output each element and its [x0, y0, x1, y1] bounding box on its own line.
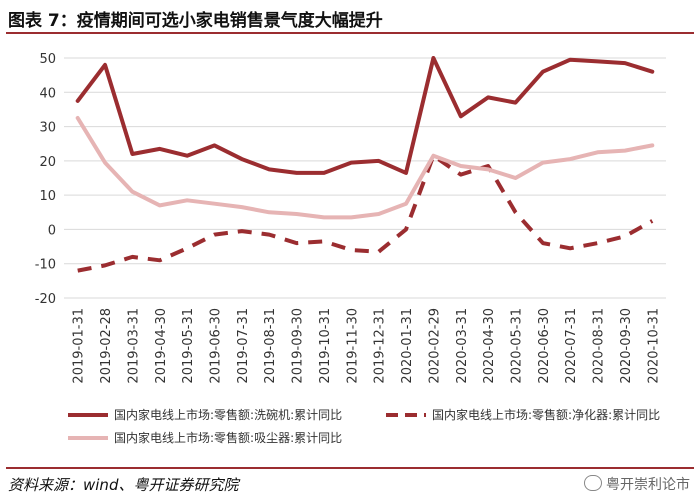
- y-tick-label: -10: [35, 258, 56, 273]
- x-tick-label: 2020-03-31: [455, 308, 470, 384]
- legend-label: 国内家电线上市场:零售额:洗碗机:累计同比: [114, 407, 342, 422]
- watermark-text: 粤开崇利论市: [606, 477, 690, 493]
- x-tick-label: 2020-08-31: [592, 308, 607, 384]
- series-lines: [75, 56, 655, 273]
- watermark: 粤开崇利论市: [584, 474, 690, 494]
- x-tick-label: 2020-04-30: [482, 308, 497, 384]
- x-tick-label: 2020-06-30: [537, 308, 552, 384]
- figure-title: 图表 7：疫情期间可选小家电销售景气度大幅提升: [8, 11, 383, 31]
- y-tick-label: -20: [35, 292, 56, 307]
- x-axis: 2019-01-31 2019-02-28 2019-03-31 2019-04-30…: [72, 308, 662, 384]
- grid-lines: [64, 57, 666, 299]
- top-rule: [6, 32, 694, 34]
- x-tick-label: 2019-03-31: [126, 308, 141, 384]
- x-tick-label: 2020-07-31: [564, 308, 579, 384]
- x-tick-label: 2019-02-28: [99, 308, 114, 384]
- legend-label: 国内家电线上市场:零售额:净化器:累计同比: [432, 407, 660, 422]
- series-line-1: [75, 56, 655, 175]
- x-tick-label: 2019-06-30: [209, 308, 224, 384]
- y-axis: -20 -10 0 10 20 30 40 50: [35, 52, 56, 307]
- y-tick-label: 30: [39, 121, 56, 136]
- x-tick-label: 2019-11-30: [345, 308, 360, 384]
- x-tick-label: 2019-12-31: [373, 308, 388, 384]
- x-tick-label: 2020-10-31: [646, 308, 661, 384]
- x-tick-label: 2020-05-31: [510, 308, 525, 384]
- x-tick-label: 2019-09-30: [291, 308, 306, 384]
- x-tick-label: 2020-09-30: [619, 308, 634, 384]
- x-tick-label: 2020-01-31: [400, 308, 415, 384]
- x-tick-label: 2020-02-29: [427, 308, 442, 384]
- x-tick-label: 2019-05-31: [181, 308, 196, 384]
- y-tick-label: 0: [48, 223, 56, 238]
- series-line-2: [77, 153, 654, 273]
- y-tick-label: 50: [39, 52, 56, 67]
- wechat-icon: [584, 475, 602, 491]
- x-tick-label: 2019-07-31: [236, 308, 251, 384]
- bottom-rule: [6, 467, 694, 469]
- legend-label: 国内家电线上市场:零售额:吸尘器:累计同比: [114, 430, 342, 445]
- x-tick-label: 2019-10-31: [318, 308, 333, 384]
- x-tick-label: 2019-08-31: [263, 308, 278, 384]
- y-tick-label: 10: [39, 189, 56, 204]
- series-line-3: [75, 116, 655, 220]
- x-tick-label: 2019-04-30: [154, 308, 169, 384]
- x-tick-label: 2019-01-31: [72, 308, 87, 384]
- source-note: 资料来源：wind、粤开证券研究院: [8, 476, 239, 494]
- y-tick-label: 20: [39, 155, 56, 170]
- y-tick-label: 40: [39, 86, 56, 101]
- legend: 国内家电线上市场:零售额:洗碗机:累计同比 国内家电线上市场:零售额:净化器:累计…: [68, 407, 660, 445]
